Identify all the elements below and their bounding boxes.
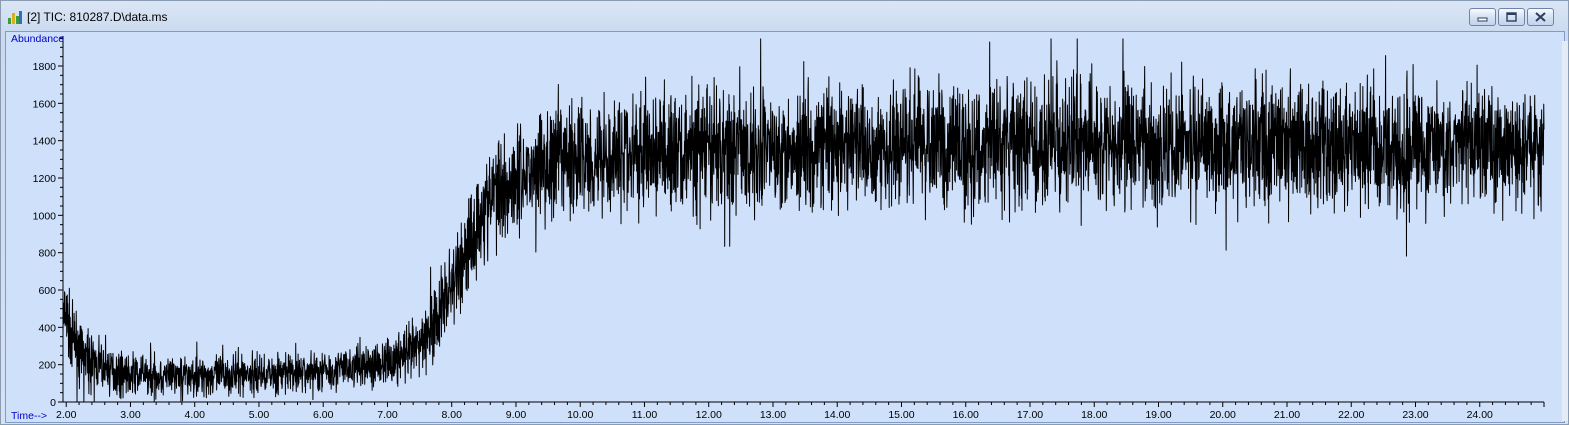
y-tick-label: 1200 <box>33 173 57 185</box>
y-tick-label: 800 <box>38 248 56 260</box>
maximize-button[interactable] <box>1498 8 1525 26</box>
x-tick-label: 14.00 <box>824 409 850 421</box>
x-tick-label: 11.00 <box>632 409 658 421</box>
chart-axes <box>62 36 1544 403</box>
x-tick-label: 8.00 <box>442 409 463 421</box>
x-tick-label: 2.00 <box>56 409 77 421</box>
x-tick-label: 23.00 <box>1402 409 1428 421</box>
window-title: [2] TIC: 810287.D\data.ms <box>27 10 168 24</box>
chromatogram-app-icon <box>8 11 22 24</box>
y-tick-label: 400 <box>38 322 56 334</box>
x-tick-label: 12.00 <box>696 409 722 421</box>
x-tick-label: 9.00 <box>506 409 527 421</box>
plot-area[interactable]: 0 200 400 600 800 1000 1200 1400 1600 1800 2.00 3.… <box>5 31 1565 423</box>
x-tick-label: 4.00 <box>184 409 205 421</box>
x-tick-label: 18.00 <box>1081 409 1107 421</box>
y-tick-label: 1400 <box>33 136 57 148</box>
tic-chart[interactable]: 0 200 400 600 800 1000 1200 1400 1600 1800 2.00 3.… <box>6 32 1564 422</box>
minimize-icon <box>1477 17 1488 22</box>
x-tick-label: 7.00 <box>377 409 398 421</box>
x-tick-label: 10.00 <box>567 409 593 421</box>
title-bar[interactable]: [2] TIC: 810287.D\data.ms <box>1 1 1568 31</box>
y-axis-ticks: 0 200 400 600 800 1000 1200 1400 1600 1800 <box>33 37 63 409</box>
x-tick-label: 15.00 <box>888 409 914 421</box>
y-tick-label: 1600 <box>33 98 57 110</box>
x-tick-label: 5.00 <box>249 409 270 421</box>
tic-trace <box>62 38 1545 403</box>
vertical-scrollbar[interactable] <box>1562 41 1568 421</box>
restore-icon <box>1506 12 1517 22</box>
y-tick-label: 1000 <box>33 210 57 222</box>
x-tick-label: 21.00 <box>1274 409 1300 421</box>
x-tick-label: 6.00 <box>313 409 334 421</box>
y-tick-label: 1800 <box>33 61 57 73</box>
y-axis-label: Abundance <box>11 33 64 45</box>
close-icon <box>1535 12 1546 22</box>
x-tick-label: 13.00 <box>760 409 786 421</box>
x-tick-label: 17.00 <box>1017 409 1043 421</box>
y-tick-label: 0 <box>50 397 56 409</box>
x-axis-label: Time--> <box>11 410 47 422</box>
close-button[interactable] <box>1527 8 1554 26</box>
x-tick-label: 16.00 <box>953 409 979 421</box>
x-tick-label: 22.00 <box>1338 409 1364 421</box>
x-tick-label: 3.00 <box>120 409 141 421</box>
x-tick-label: 19.00 <box>1145 409 1171 421</box>
minimize-button[interactable] <box>1469 8 1496 26</box>
x-axis-ticks: 2.00 3.00 4.00 5.00 6.00 7.00 8.00 9.00 10.00 11.… <box>56 402 1545 421</box>
y-tick-label: 600 <box>38 285 56 297</box>
y-tick-label: 200 <box>38 360 56 372</box>
x-tick-label: 24.00 <box>1467 409 1493 421</box>
x-tick-label: 20.00 <box>1210 409 1236 421</box>
